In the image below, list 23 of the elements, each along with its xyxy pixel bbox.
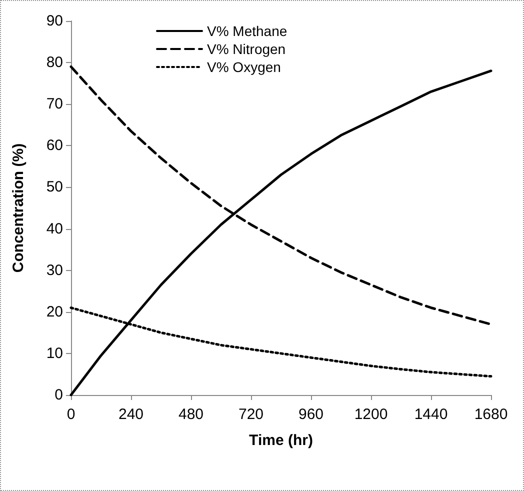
x-tick-label: 1680 <box>474 406 508 423</box>
legend-label: V% Nitrogen <box>207 41 286 57</box>
legend-label: V% Oxygen <box>207 59 281 75</box>
y-tick-label: 30 <box>46 262 63 279</box>
y-tick-label: 80 <box>46 54 63 72</box>
x-tick-label: 720 <box>238 406 264 423</box>
y-tick-label: 20 <box>46 303 63 320</box>
y-tick-label: 70 <box>46 96 63 113</box>
x-tick-label: 480 <box>178 406 204 423</box>
legend-label: V% Methane <box>207 23 288 39</box>
x-axis-title: Time (hr) <box>249 432 313 449</box>
y-tick-label: 10 <box>46 344 63 362</box>
y-tick-label: 90 <box>46 12 63 30</box>
x-tick-label: 240 <box>118 406 144 423</box>
y-tick-label: 60 <box>46 137 63 154</box>
x-tick-label: 0 <box>66 406 76 423</box>
x-tick-label: 960 <box>298 406 324 423</box>
x-tick-label: 1440 <box>414 406 448 423</box>
y-tick-label: 50 <box>46 178 63 196</box>
y-axis-title: Concentration (%) <box>10 143 27 273</box>
y-tick-label: 40 <box>46 220 63 238</box>
y-tick-label: 0 <box>54 386 63 404</box>
x-tick-label: 1200 <box>354 406 388 423</box>
